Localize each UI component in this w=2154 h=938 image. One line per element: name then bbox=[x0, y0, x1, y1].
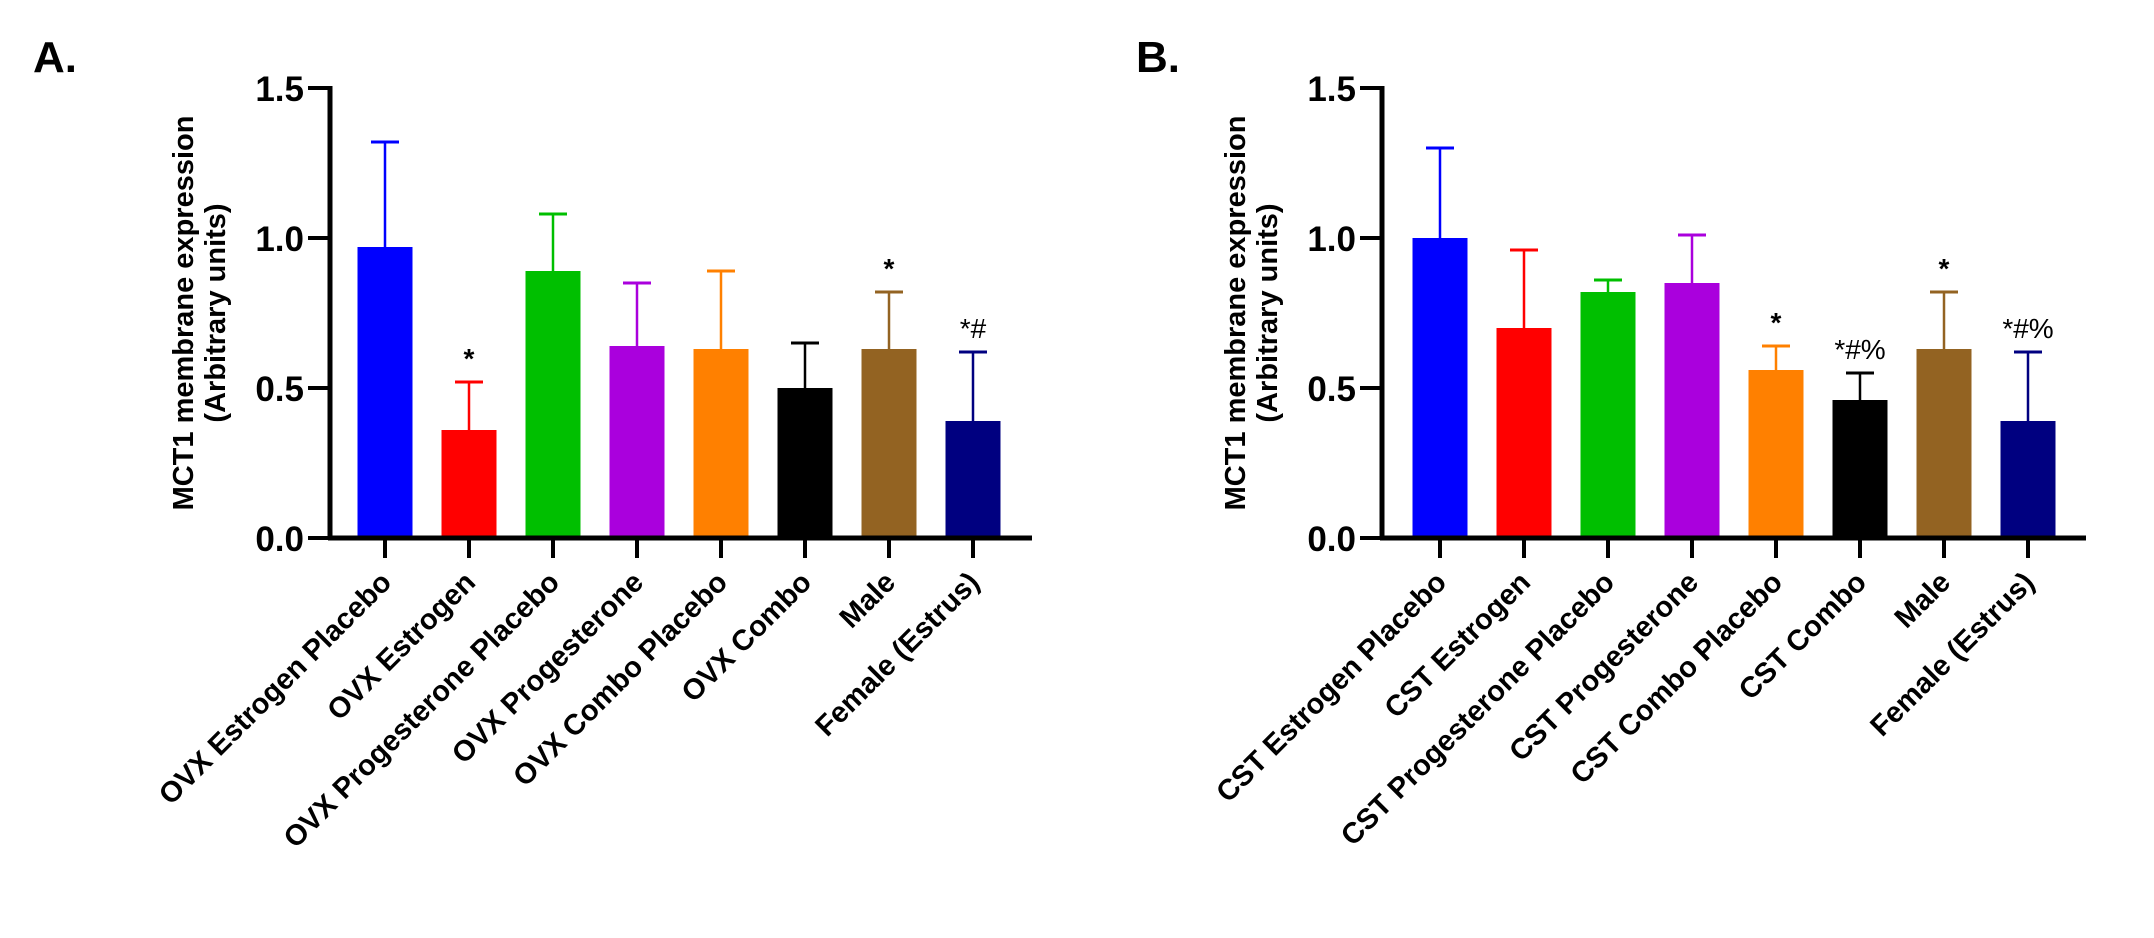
significance-annotation: * bbox=[1771, 307, 1782, 338]
significance-annotation: * bbox=[464, 343, 475, 374]
x-tick-label: OVX Estrogen bbox=[321, 566, 482, 727]
significance-annotation: *#% bbox=[1834, 334, 1885, 365]
bar bbox=[1496, 328, 1552, 538]
bar bbox=[693, 349, 749, 538]
bar bbox=[1916, 349, 1972, 538]
y-tick-label: 1.5 bbox=[255, 70, 304, 109]
x-tick-label-group: Male bbox=[834, 566, 902, 634]
bar bbox=[525, 271, 581, 538]
bar bbox=[861, 349, 917, 538]
y-tick-label: 0.5 bbox=[1307, 370, 1356, 409]
bar bbox=[945, 421, 1001, 538]
significance-annotation: *#% bbox=[2002, 313, 2053, 344]
x-tick-label-group: Male bbox=[1889, 566, 1957, 634]
bar bbox=[1748, 370, 1804, 538]
y-tick-label: 0.5 bbox=[255, 370, 304, 409]
y-axis-label-line-2: (Arbitrary units) bbox=[200, 203, 232, 422]
y-axis-label-line-1: MCT1 membrane expression bbox=[168, 116, 200, 511]
panel-b: B. MCT1 membrane expression (Arbitrary uni… bbox=[1136, 33, 2086, 852]
panel-letter: A. bbox=[33, 33, 77, 82]
bar bbox=[2000, 421, 2056, 538]
bar bbox=[609, 346, 665, 538]
bar bbox=[1412, 238, 1468, 538]
significance-annotation: * bbox=[1939, 253, 1950, 284]
panel-letter: B. bbox=[1136, 33, 1180, 82]
bar bbox=[441, 430, 497, 538]
y-tick-label: 0.0 bbox=[255, 520, 304, 559]
x-tick-label: Male bbox=[834, 566, 902, 634]
x-tick-label: Male bbox=[1889, 566, 1957, 634]
y-axis-label-line-2: (Arbitrary units) bbox=[1252, 203, 1284, 422]
y-tick-label: 1.5 bbox=[1307, 70, 1356, 109]
y-axis-label: MCT1 membrane expression (Arbitrary units… bbox=[1220, 116, 1284, 511]
x-tick-label-group: OVX Estrogen bbox=[321, 566, 482, 727]
bar bbox=[1832, 400, 1888, 538]
y-axis-label-line-1: MCT1 membrane expression bbox=[1220, 116, 1252, 511]
y-tick-label: 1.0 bbox=[255, 220, 304, 259]
significance-annotation: * bbox=[884, 253, 895, 284]
bar bbox=[777, 388, 833, 538]
x-tick-label-group: CST Estrogen bbox=[1379, 566, 1537, 724]
significance-annotation: *# bbox=[960, 313, 987, 344]
y-axis-label: MCT1 membrane expression (Arbitrary units… bbox=[168, 116, 232, 511]
y-tick-label: 0.0 bbox=[1307, 520, 1356, 559]
x-tick-label: CST Estrogen bbox=[1379, 566, 1537, 724]
panel-a: A. MCT1 membrane expression (Arbitrary uni… bbox=[33, 33, 1032, 854]
bar bbox=[357, 247, 413, 538]
bar bbox=[1664, 283, 1720, 538]
bar bbox=[1580, 292, 1636, 538]
y-tick-label: 1.0 bbox=[1307, 220, 1356, 259]
